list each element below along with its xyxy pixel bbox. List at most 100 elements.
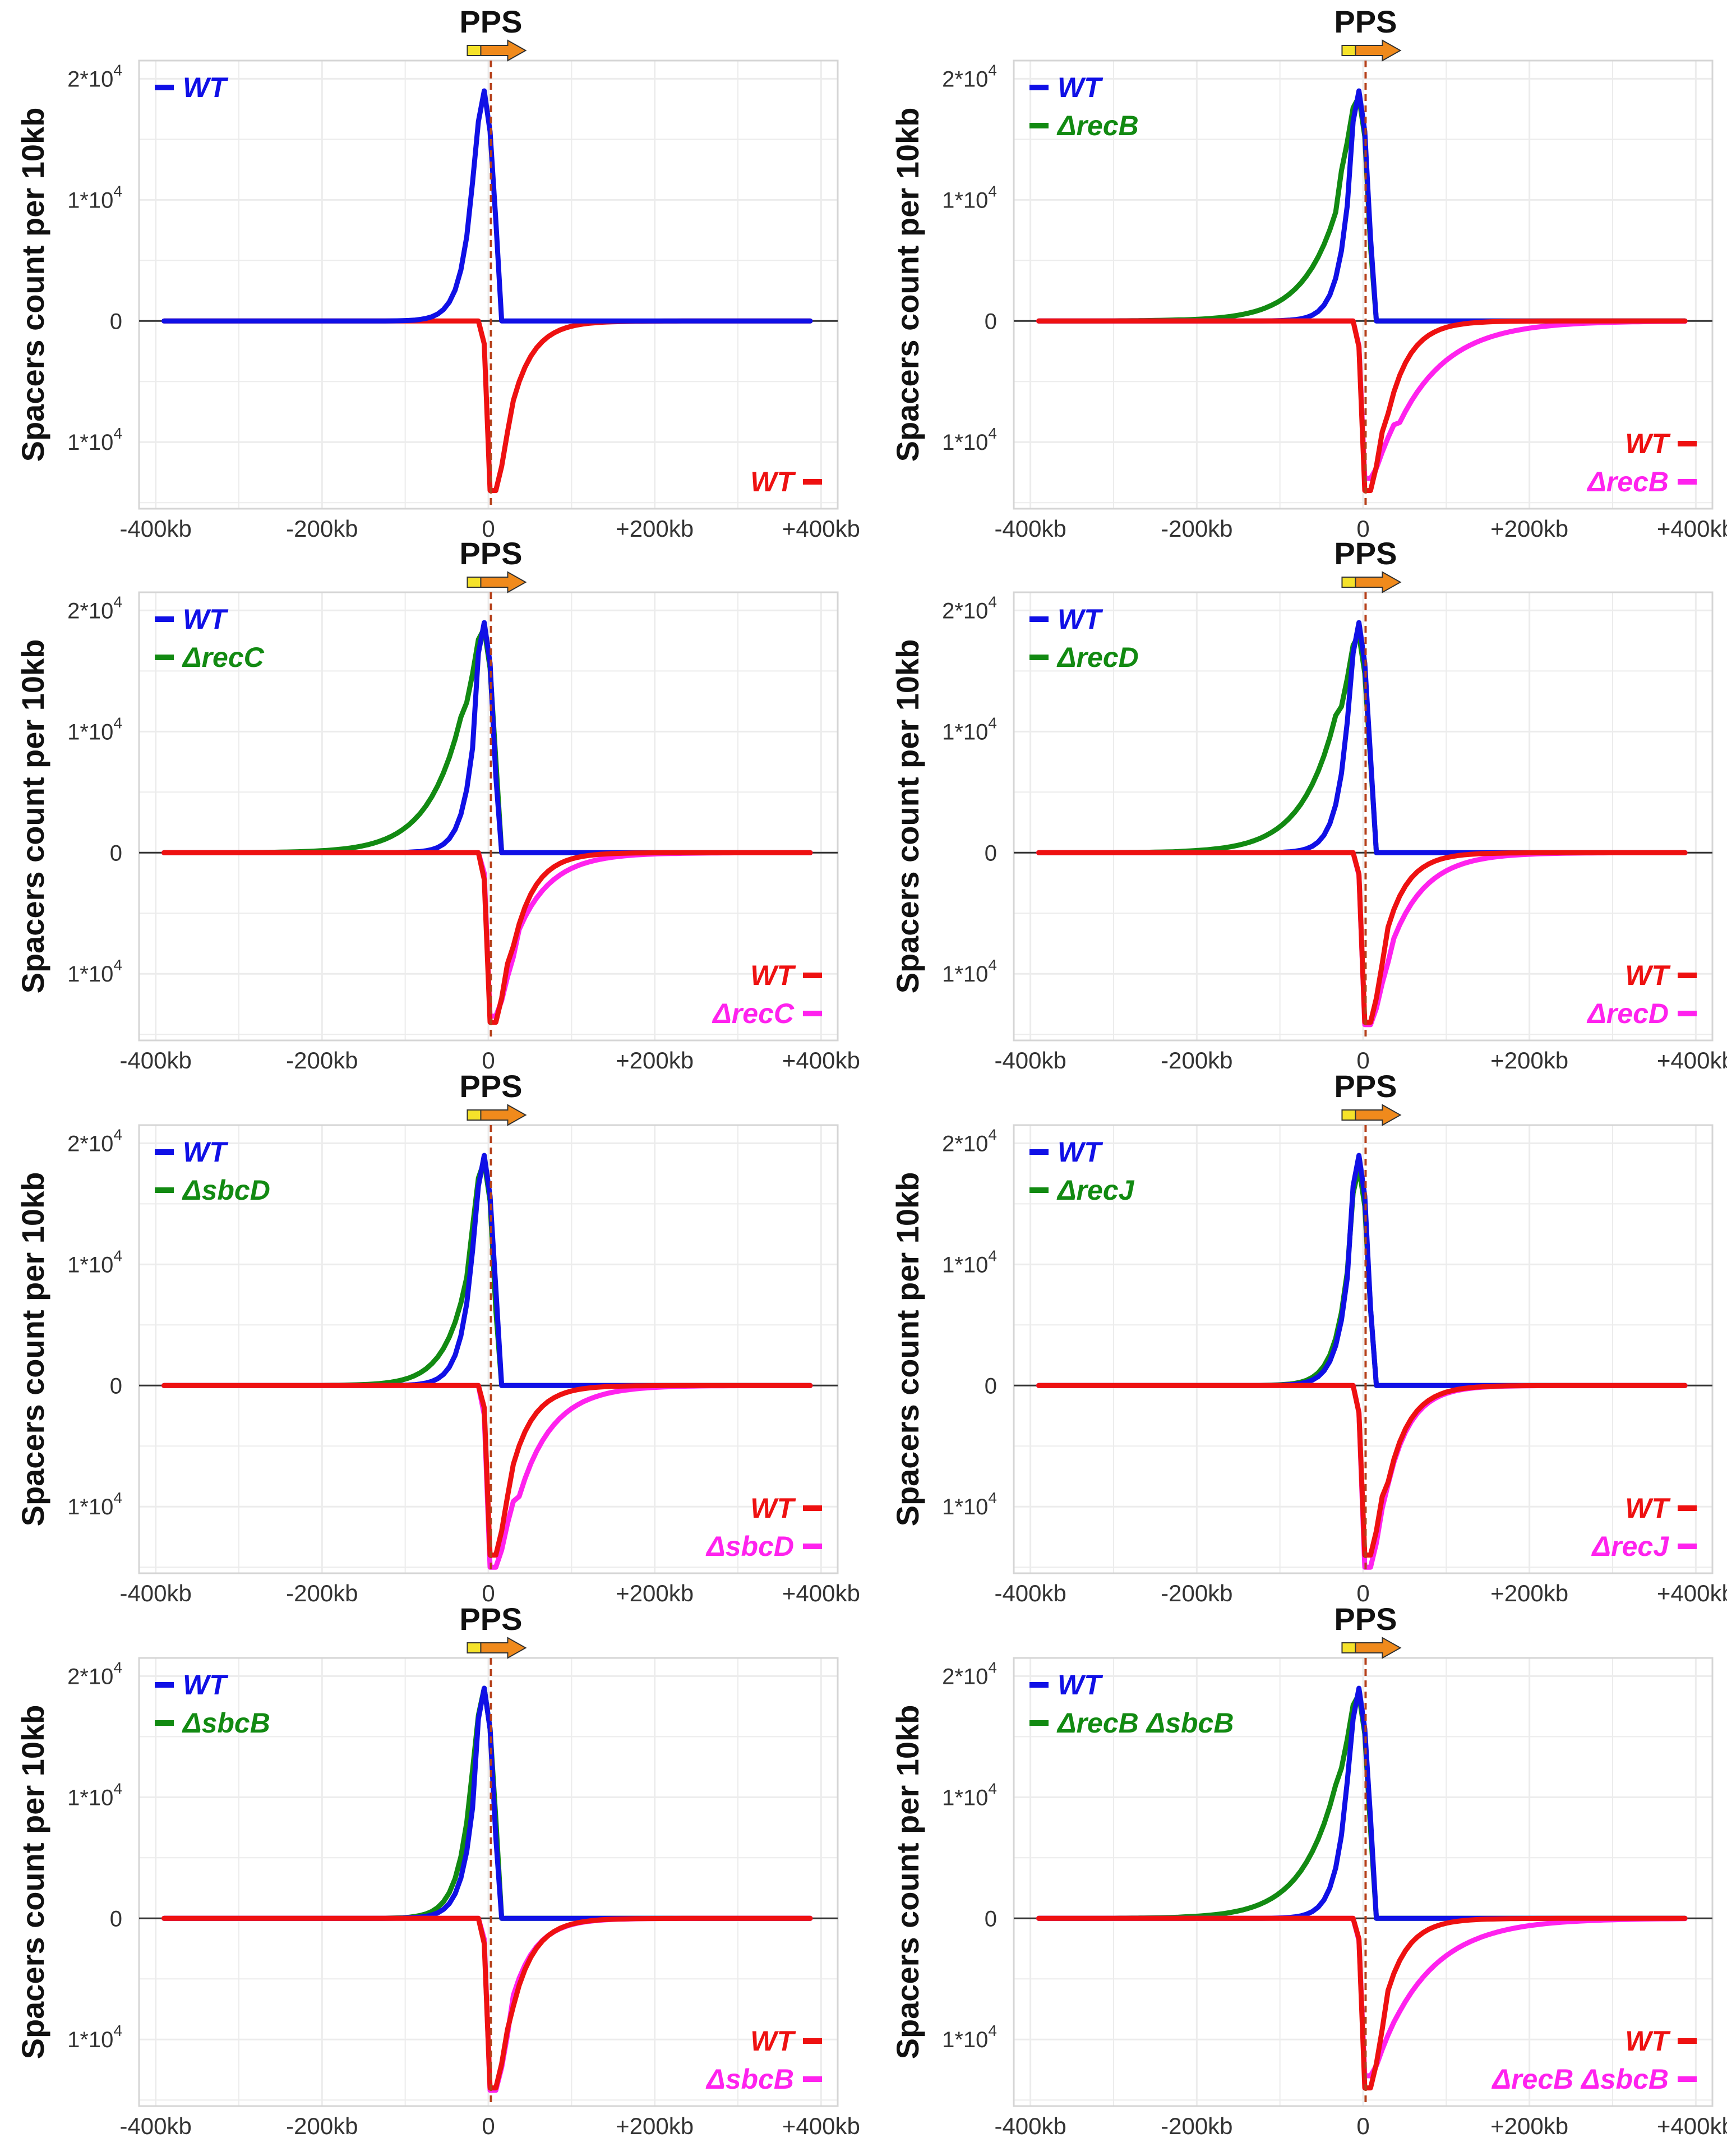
y-tick-label: 0 [985, 309, 997, 334]
y-tick-label: 2*104 [942, 1126, 997, 1156]
y-axis-title: Spacers count per 10kb [890, 1172, 925, 1527]
legend-label-bottom: ΔsbcD [705, 1531, 794, 1562]
legend-label-bottom: ΔsbcB [705, 2063, 794, 2095]
y-tick-exponent: 4 [113, 956, 122, 974]
y-tick-label: 1*104 [942, 425, 997, 455]
y-tick-exponent: 4 [988, 1780, 997, 1797]
y-tick-exponent: 4 [988, 1247, 997, 1264]
y-tick-label: 2*104 [67, 593, 122, 623]
y-tick-label: 0 [985, 841, 997, 865]
y-tick-base: 1*10 [67, 2028, 113, 2052]
legend-label-bottom: WT [750, 1492, 796, 1524]
y-tick-label: 1*104 [67, 1247, 122, 1277]
x-tick-label: +200kb [1490, 515, 1568, 542]
plot-frame [138, 1657, 839, 2107]
y-tick-label: 1*104 [67, 956, 122, 987]
y-tick-base: 1*10 [67, 1495, 113, 1519]
y-tick-label: 0 [110, 1906, 122, 1931]
y-tick-exponent: 4 [113, 714, 122, 731]
legend-label-bottom: ΔrecC [712, 998, 795, 1029]
y-tick-exponent: 4 [988, 1659, 997, 1676]
y-tick-exponent: 4 [988, 593, 997, 610]
y-tick-label: 2*104 [942, 593, 997, 623]
plot-frame [1013, 1124, 1714, 1574]
x-tick-label: +400kb [1657, 1580, 1727, 1606]
y-tick-base: 1*10 [67, 430, 113, 455]
y-tick-label: 1*104 [67, 1780, 122, 1810]
y-tick-label: 1*104 [67, 2022, 122, 2052]
pps-arrow-icon [1355, 1104, 1402, 1126]
x-tick-label: +200kb [1490, 1580, 1568, 1606]
y-tick-base: 2*10 [67, 1664, 113, 1689]
x-tick-label: -400kb [119, 2113, 191, 2139]
x-tick-label: -400kb [119, 515, 191, 542]
y-tick-base: 1*10 [67, 188, 113, 213]
legend-label-top: ΔsbcB [182, 1707, 270, 1739]
plot-frame [1013, 1657, 1714, 2107]
x-tick-label: -400kb [119, 1580, 191, 1606]
plot-frame [138, 59, 839, 510]
y-tick-label: 1*104 [942, 182, 997, 213]
y-tick-label: 0 [110, 309, 122, 334]
y-tick-exponent: 4 [988, 61, 997, 79]
y-tick-base: 1*10 [67, 1252, 113, 1277]
pps-label: PPS [459, 1601, 522, 1637]
x-tick-label: -200kb [1161, 2113, 1232, 2139]
legend-label-bottom: ΔrecJ [1591, 1531, 1670, 1562]
x-tick-label: -200kb [1161, 1047, 1232, 1074]
legend-label-top: WT [183, 1669, 229, 1701]
series-line-top-0 [161, 88, 813, 324]
y-tick-exponent: 4 [988, 2022, 997, 2039]
x-tick-label: -200kb [1161, 1580, 1232, 1606]
x-tick-label: +400kb [782, 2113, 860, 2139]
y-tick-base: 2*10 [942, 1664, 988, 1689]
x-tick-label: -400kb [994, 2113, 1066, 2139]
y-tick-label: 1*104 [67, 425, 122, 455]
y-tick-label: 2*104 [67, 1126, 122, 1156]
y-tick-exponent: 4 [988, 425, 997, 442]
legend-label-bottom: WT [1625, 2025, 1671, 2057]
series-line-bottom-2 [161, 850, 813, 1025]
pps-arrow-icon [1355, 571, 1402, 593]
x-tick-label: 0 [1356, 1047, 1369, 1074]
y-axis-title: Spacers count per 10kb [890, 1705, 925, 2060]
series-line-bottom-2 [161, 1383, 813, 1558]
y-tick-base: 2*10 [942, 1131, 988, 1156]
y-axis-title: Spacers count per 10kb [15, 1172, 50, 1527]
y-axis-title: Spacers count per 10kb [15, 1705, 50, 2060]
pps-promoter-box [467, 577, 482, 588]
y-tick-label: 1*104 [942, 1247, 997, 1277]
plot-frame [1013, 59, 1714, 510]
legend-label-bottom: ΔrecD [1586, 998, 1669, 1029]
legend-label-top: WT [183, 604, 229, 635]
x-tick-label: +400kb [1657, 2113, 1727, 2139]
y-tick-exponent: 4 [988, 956, 997, 974]
x-tick-label: +200kb [616, 1047, 694, 1074]
x-tick-label: -200kb [286, 1580, 358, 1606]
legend-label-bottom: WT [750, 466, 796, 497]
legend-label-bottom: ΔrecB [1586, 466, 1669, 497]
legend-label-top: ΔrecD [1056, 642, 1139, 673]
y-tick-label: 1*104 [942, 956, 997, 987]
legend-label-top: ΔsbcD [182, 1174, 270, 1206]
plot-frame [1013, 591, 1714, 1042]
y-tick-exponent: 4 [113, 182, 122, 200]
x-tick-label: +400kb [782, 1047, 860, 1074]
x-tick-label: -200kb [286, 2113, 358, 2139]
pps-arrow-icon [480, 1104, 527, 1126]
pps-promoter-box [467, 1109, 482, 1121]
y-axis-title: Spacers count per 10kb [15, 639, 50, 994]
pps-label: PPS [1334, 1601, 1397, 1637]
y-tick-base: 2*10 [67, 67, 113, 91]
legend-label-top: WT [183, 1136, 229, 1168]
x-tick-label: +200kb [1490, 1047, 1568, 1074]
pps-arrow-icon [1355, 1637, 1402, 1659]
x-tick-label: -200kb [1161, 515, 1232, 542]
x-tick-label: +400kb [1657, 515, 1727, 542]
x-tick-label: +200kb [616, 515, 694, 542]
